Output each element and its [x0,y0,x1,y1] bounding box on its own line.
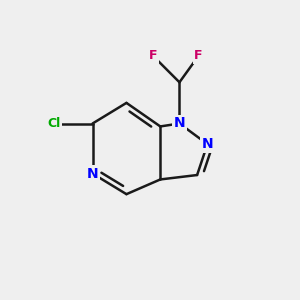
Text: N: N [202,137,213,151]
Text: F: F [194,49,203,62]
Text: F: F [149,49,157,62]
Text: N: N [87,167,98,181]
Text: Cl: Cl [48,117,61,130]
Text: N: N [174,116,185,130]
